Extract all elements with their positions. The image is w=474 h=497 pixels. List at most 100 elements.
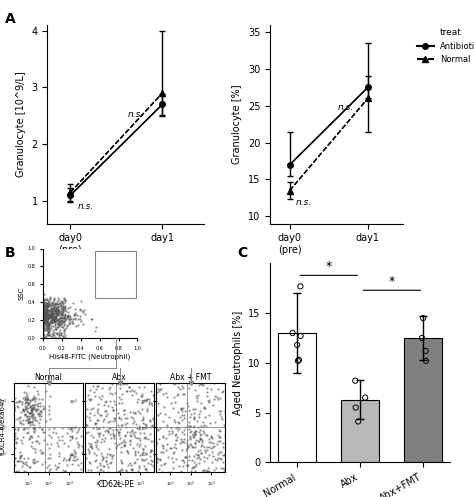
Point [61,302,69,310]
Point [40,324,48,331]
Point [66,303,73,311]
Point [53,307,61,315]
Point [28,401,36,409]
Point [23,398,30,406]
Point [48,309,56,317]
Point [48,317,55,325]
Point [103,450,110,458]
Point [164,422,171,430]
Point [45,324,53,331]
Point [31,424,38,432]
Point [172,379,179,387]
Point [26,400,33,408]
Point [185,456,192,464]
Point [106,430,113,438]
Point [77,305,84,313]
Point [158,440,165,448]
Point [64,442,72,450]
Point [22,395,29,403]
Point [44,300,52,308]
Point [183,436,191,444]
Point [53,314,60,322]
Point [12,467,20,475]
Point [52,320,59,328]
Point [28,411,36,419]
Point [39,309,46,317]
Point [204,397,212,405]
Point [46,402,53,410]
Point [51,299,59,307]
Point [19,433,27,441]
Point [48,311,56,319]
Point [41,316,49,324]
Point [21,402,29,410]
Point [128,426,136,434]
Point [136,434,143,442]
Point [110,434,118,442]
Point [144,407,151,415]
Point [10,415,18,423]
Point [39,309,47,317]
Text: n.s.: n.s. [78,202,94,211]
Point [65,316,73,324]
Point [149,414,157,422]
Point [73,322,80,330]
Point [174,426,182,434]
Point [219,439,227,447]
Title: Abx: Abx [112,373,127,382]
Point [123,414,131,421]
Point [190,431,197,439]
Point [41,318,49,326]
Point [46,299,54,307]
Point [34,390,42,398]
Point [126,431,134,439]
Point [208,438,215,446]
Point [297,282,304,290]
Point [11,428,18,436]
Point [40,325,48,332]
Point [51,315,58,323]
Point [31,414,39,422]
Point [54,304,62,312]
Point [173,455,180,463]
Point [44,315,51,323]
Point [68,468,75,476]
Point [95,424,103,432]
Point [149,422,156,430]
Point [53,304,60,312]
Point [50,305,57,313]
Point [34,401,41,409]
Point [49,428,57,436]
Point [44,301,51,309]
Point [64,314,72,322]
Point [40,295,48,303]
Text: n.s.: n.s. [128,110,144,119]
Point [61,315,69,323]
Point [90,424,97,432]
Point [199,427,207,435]
Point [87,442,95,450]
Point [191,442,199,450]
Point [65,319,73,327]
Point [197,435,204,443]
Point [189,443,196,451]
Point [11,432,19,440]
Point [71,448,79,456]
Point [52,317,59,325]
Point [153,454,160,462]
Point [55,324,62,331]
Point [105,445,113,453]
Point [47,317,55,325]
Point [50,296,57,304]
Point [101,427,109,435]
Point [25,435,33,443]
Point [46,306,53,314]
Point [131,409,139,416]
Point [64,313,71,321]
Point [27,403,35,411]
Point [106,417,114,425]
Point [54,309,62,317]
Point [36,410,43,417]
Point [190,430,197,438]
Bar [404,338,442,462]
